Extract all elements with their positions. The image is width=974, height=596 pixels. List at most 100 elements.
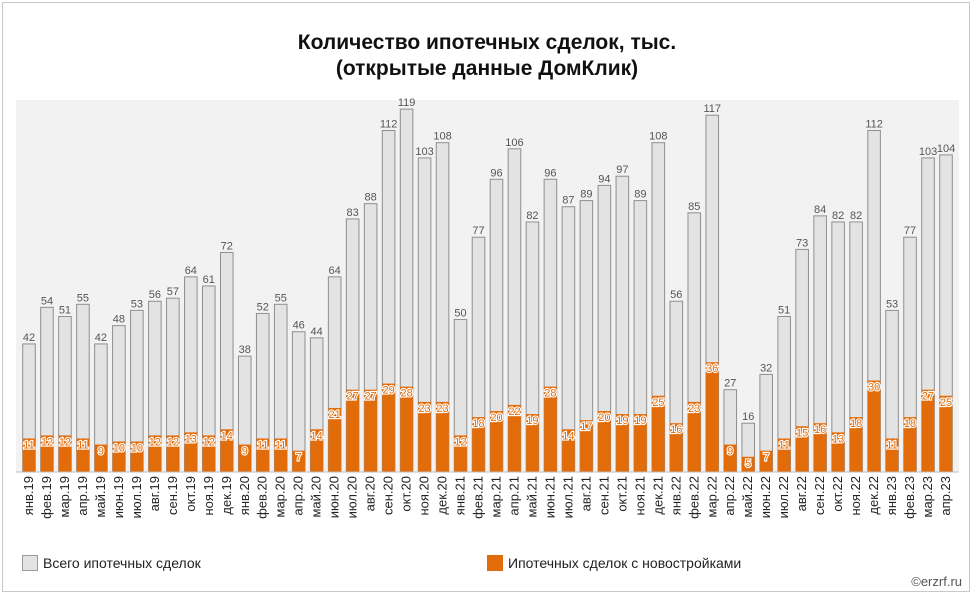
x-tick-label: окт.21 bbox=[614, 476, 629, 512]
data-label-total: 42 bbox=[23, 332, 35, 344]
data-label-new-buildings: 36 bbox=[706, 363, 718, 375]
data-label-total: 94 bbox=[598, 173, 610, 185]
title-line: Количество ипотечных сделок, тыс. bbox=[297, 31, 677, 54]
data-label-total: 38 bbox=[239, 344, 251, 356]
bar-new-buildings bbox=[705, 362, 719, 472]
data-label-total: 50 bbox=[454, 308, 466, 320]
bar-new-buildings bbox=[759, 450, 773, 472]
watermark: ©erzrf.ru bbox=[911, 574, 962, 589]
x-tick-label: окт.19 bbox=[183, 476, 198, 512]
data-label-total: 16 bbox=[742, 411, 754, 423]
data-label-new-buildings: 18 bbox=[904, 418, 916, 430]
data-label-total: 77 bbox=[472, 225, 484, 237]
x-tick-label: апр.20 bbox=[291, 476, 306, 516]
data-label-new-buildings: 28 bbox=[400, 388, 412, 400]
data-label-total: 32 bbox=[760, 362, 772, 374]
bar-new-buildings bbox=[885, 438, 899, 472]
data-label-total: 97 bbox=[616, 164, 628, 176]
legend-item-total: Всего ипотечных сделок bbox=[22, 553, 201, 573]
data-label-total: 108 bbox=[649, 131, 667, 143]
data-label-new-buildings: 11 bbox=[275, 439, 286, 451]
data-label-new-buildings: 22 bbox=[508, 406, 520, 418]
data-label-new-buildings: 25 bbox=[652, 397, 664, 409]
bar-new-buildings bbox=[184, 432, 198, 472]
bar-new-buildings bbox=[634, 414, 647, 472]
data-label-total: 117 bbox=[703, 103, 721, 115]
x-tick-label: фев.19 bbox=[39, 476, 54, 519]
data-label-new-buildings: 10 bbox=[131, 443, 143, 455]
data-label-new-buildings: 11 bbox=[23, 439, 34, 451]
x-tick-label: дек.21 bbox=[650, 476, 665, 515]
bar-new-buildings bbox=[831, 432, 845, 472]
data-label-new-buildings: 25 bbox=[940, 397, 952, 409]
data-label-new-buildings: 27 bbox=[922, 391, 934, 403]
x-tick-label: янв.22 bbox=[668, 476, 683, 515]
data-label-new-buildings: 14 bbox=[311, 430, 323, 442]
x-tick-label: дек.20 bbox=[435, 476, 450, 515]
data-label-new-buildings: 30 bbox=[868, 382, 880, 394]
bar-new-buildings bbox=[849, 417, 863, 472]
bar-new-buildings bbox=[777, 438, 791, 472]
x-tick-label: июн.19 bbox=[111, 476, 126, 518]
bar-new-buildings bbox=[939, 395, 953, 472]
data-label-new-buildings: 13 bbox=[185, 433, 197, 445]
data-label-total: 61 bbox=[203, 274, 215, 286]
bar-new-buildings bbox=[652, 395, 665, 472]
bar-new-buildings bbox=[903, 417, 917, 472]
x-tick-label: авг.21 bbox=[578, 476, 593, 511]
x-tick-label: фев.20 bbox=[255, 476, 270, 519]
x-tick-label: янв.20 bbox=[237, 476, 252, 515]
data-label-new-buildings: 20 bbox=[598, 412, 610, 424]
bar-new-buildings bbox=[40, 435, 54, 472]
data-label-new-buildings: 13 bbox=[832, 433, 844, 445]
data-label-new-buildings: 12 bbox=[41, 436, 53, 448]
legend-swatch-total bbox=[22, 555, 38, 571]
bar-new-buildings bbox=[723, 444, 737, 472]
bar-new-buildings bbox=[148, 435, 162, 472]
x-tick-label: авг.22 bbox=[794, 476, 809, 511]
bar-new-buildings bbox=[616, 414, 629, 472]
data-label-new-buildings: 9 bbox=[98, 446, 104, 458]
bar-new-buildings bbox=[687, 401, 701, 472]
x-tick-label: июн.21 bbox=[542, 476, 557, 518]
x-tick-label: июн.20 bbox=[327, 476, 342, 518]
data-label-total: 56 bbox=[149, 289, 161, 301]
data-label-total: 51 bbox=[59, 304, 71, 316]
bar-new-buildings bbox=[598, 411, 611, 472]
bar-new-buildings bbox=[328, 407, 341, 472]
x-tick-label: июл.19 bbox=[129, 476, 144, 518]
legend-label-total: Всего ипотечных сделок bbox=[43, 555, 201, 571]
bar-new-buildings bbox=[436, 401, 449, 472]
bar-new-buildings bbox=[741, 456, 755, 472]
x-tick-label: сен.21 bbox=[596, 476, 611, 515]
x-tick-label: май.20 bbox=[309, 476, 324, 518]
x-tick-label: апр.19 bbox=[75, 476, 90, 516]
bar-new-buildings bbox=[813, 423, 827, 472]
x-tick-label: июл.20 bbox=[345, 476, 360, 518]
x-tick-label: ноя.19 bbox=[201, 476, 216, 516]
bar-new-buildings bbox=[274, 438, 288, 472]
x-tick-label: апр.22 bbox=[722, 476, 737, 516]
x-tick-label: фев.22 bbox=[686, 476, 701, 519]
x-tick-label: фев.23 bbox=[902, 476, 917, 519]
data-label-total: 112 bbox=[865, 118, 883, 130]
data-label-new-buildings: 28 bbox=[544, 388, 556, 400]
x-tick-label: дек.22 bbox=[866, 476, 881, 515]
data-label-total: 46 bbox=[293, 320, 305, 332]
x-tick-label: ноя.20 bbox=[417, 476, 432, 516]
bar-new-buildings bbox=[310, 429, 323, 472]
data-label-total: 73 bbox=[796, 237, 808, 249]
bar-new-buildings bbox=[202, 435, 216, 472]
bar-new-buildings bbox=[130, 441, 144, 472]
bar-new-buildings bbox=[454, 435, 467, 472]
x-tick-label: дек.19 bbox=[219, 476, 234, 515]
bar-new-buildings bbox=[220, 429, 234, 472]
bar-new-buildings bbox=[670, 423, 683, 472]
data-label-total: 104 bbox=[937, 143, 955, 155]
bar-new-buildings bbox=[166, 435, 180, 472]
data-label-total: 53 bbox=[886, 298, 898, 310]
data-label-total: 112 bbox=[380, 118, 398, 130]
bar-new-buildings bbox=[22, 438, 36, 472]
x-tick-label: май.19 bbox=[93, 476, 108, 518]
x-tick-label: апр.23 bbox=[938, 476, 953, 516]
